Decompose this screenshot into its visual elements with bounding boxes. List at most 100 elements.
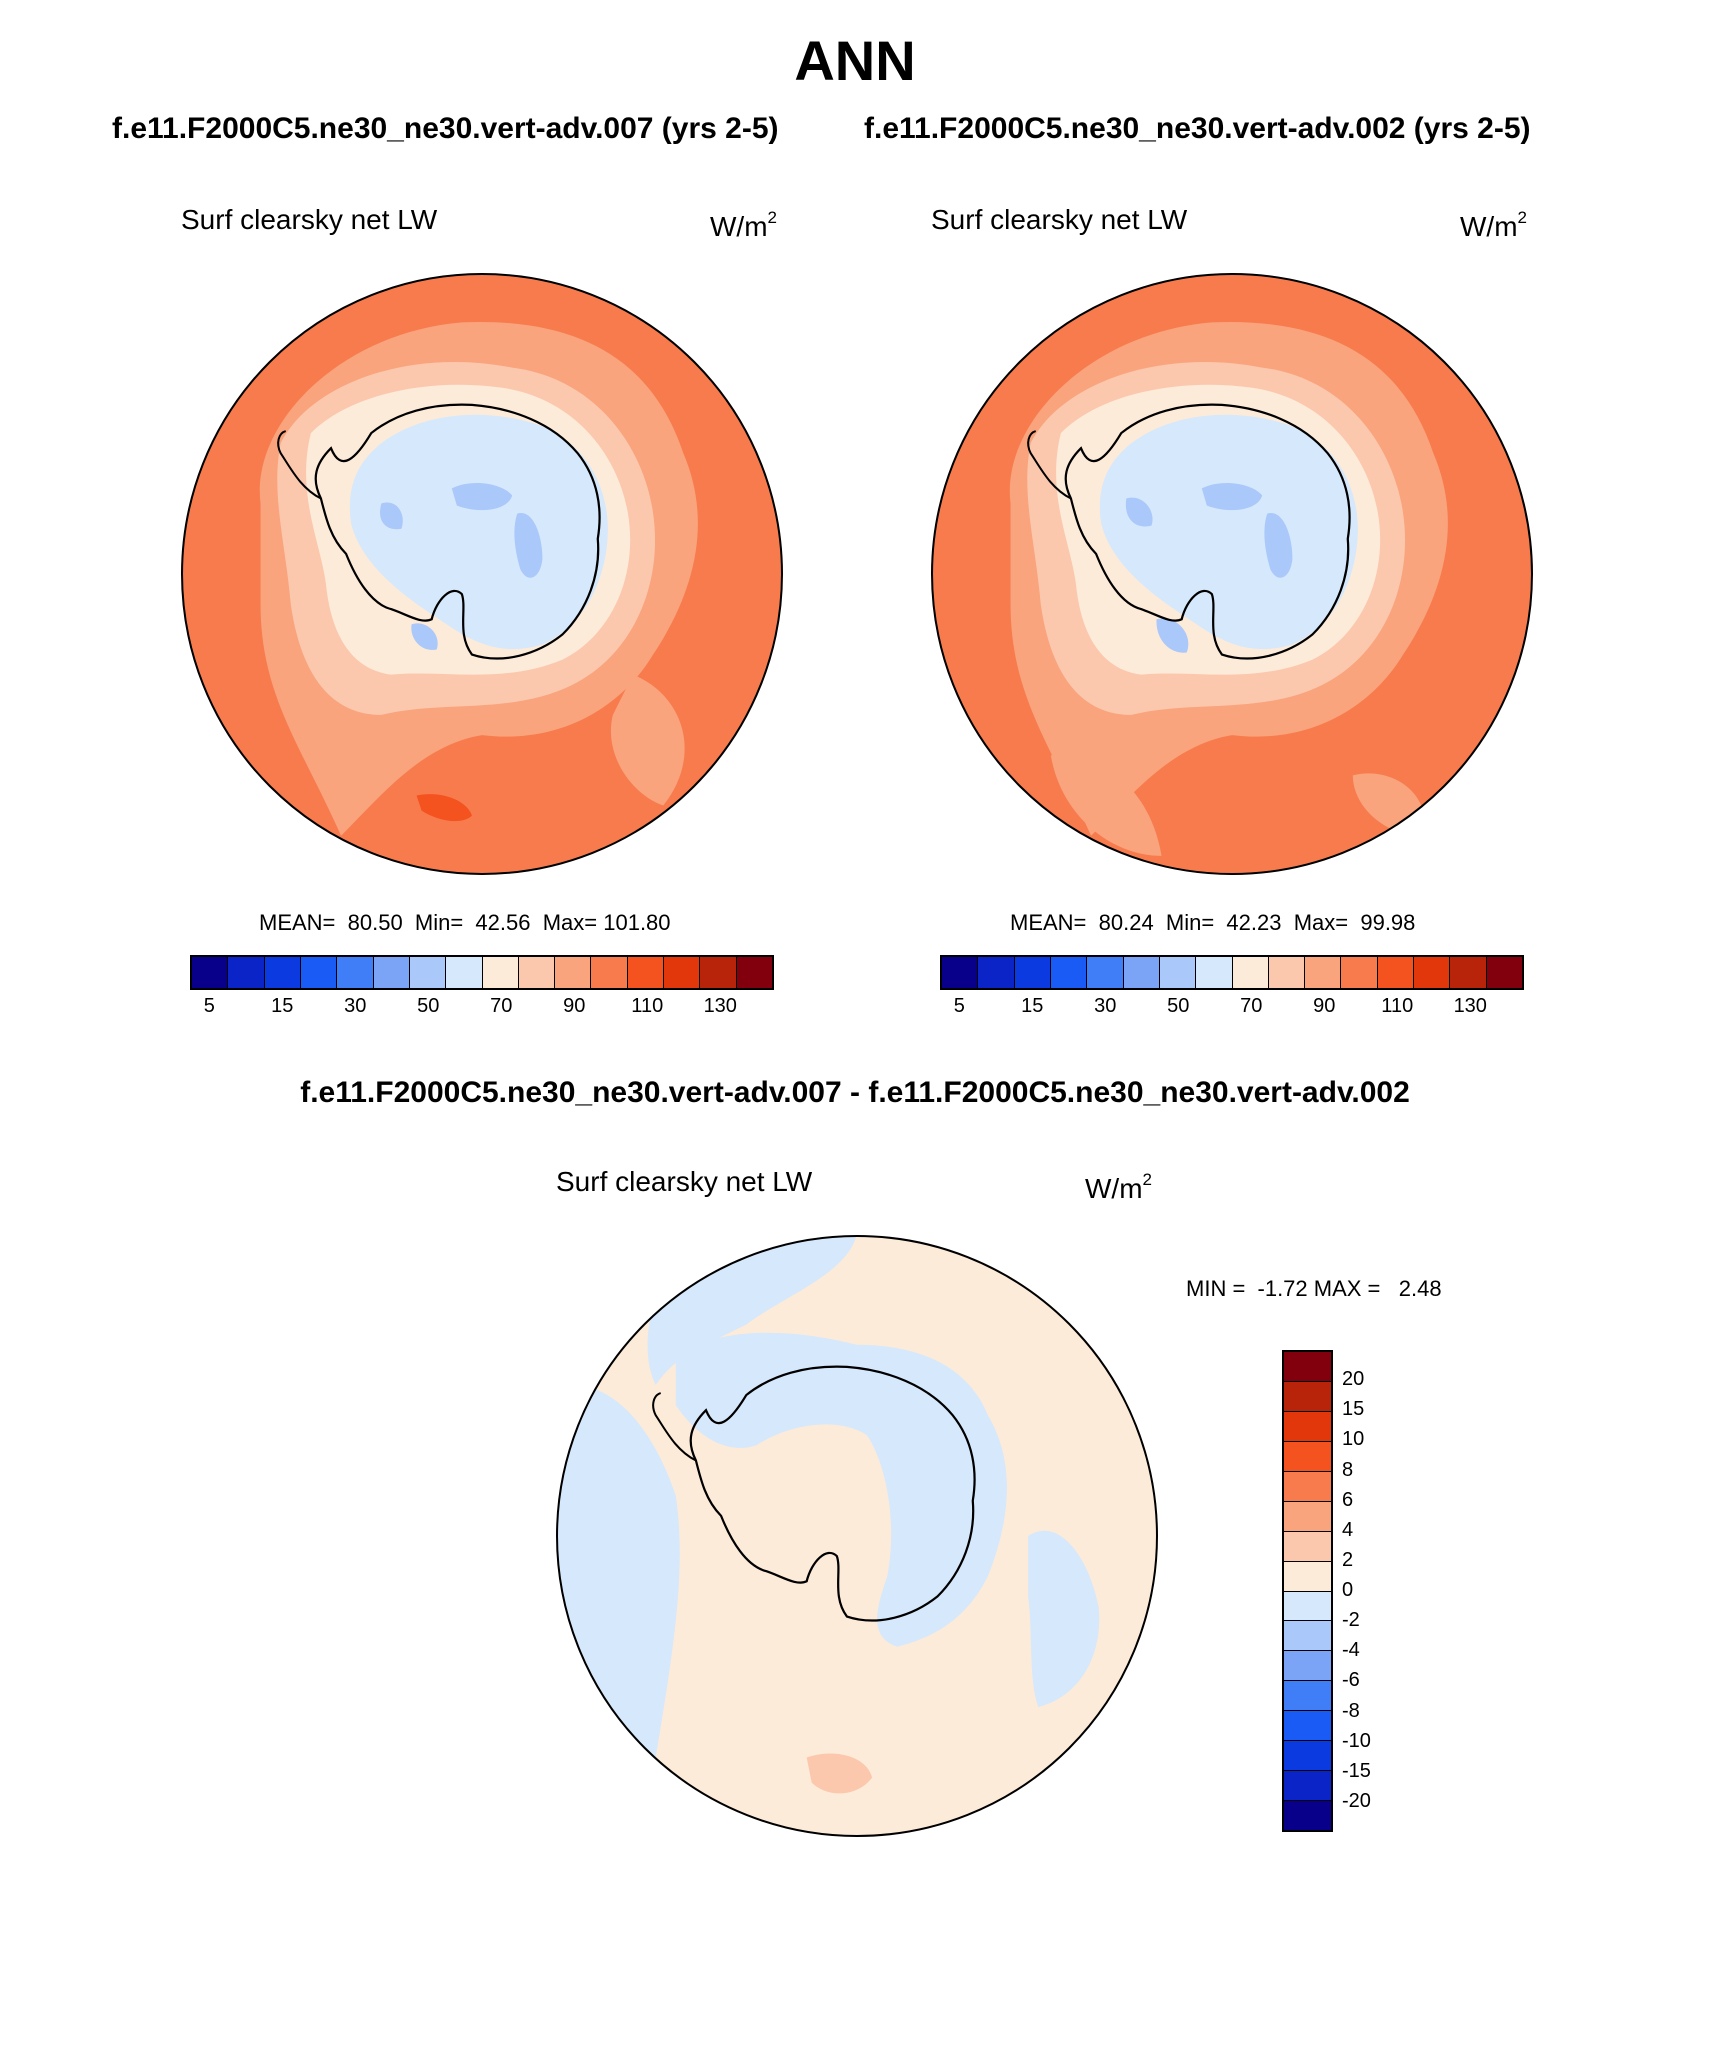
- colorbar-tick-label: -2: [1342, 1609, 1360, 1632]
- colorbar-swatch: [1284, 1650, 1331, 1681]
- colorbar-swatch: [1013, 957, 1050, 988]
- left-case-title: f.e11.F2000C5.ne30_ne30.vert-adv.007 (yr…: [112, 112, 779, 145]
- colorbar-swatch: [481, 957, 518, 988]
- difference-title: f.e11.F2000C5.ne30_ne30.vert-adv.007 - f…: [300, 1076, 1410, 1109]
- colorbar-tick-label: 90: [563, 995, 586, 1017]
- cold-core-2: [1264, 512, 1293, 578]
- cold-core-3: [1125, 497, 1153, 527]
- colorbar-swatch: [554, 957, 591, 988]
- colorbar-swatch: [1340, 957, 1377, 988]
- diff-colorbar: [1282, 1350, 1333, 1832]
- colorbar-swatch: [1195, 957, 1232, 988]
- peninsula-coastline: [652, 1392, 697, 1462]
- right-variable-label: Surf clearsky net LW: [931, 204, 1188, 235]
- colorbar-swatch: [192, 957, 228, 988]
- colorbar-swatch: [1284, 1440, 1331, 1471]
- colorbar-swatch: [372, 957, 409, 988]
- colorbar-swatch: [1449, 957, 1486, 988]
- colorbar-tick-label: 15: [1021, 995, 1044, 1017]
- cold-core-4: [411, 623, 438, 650]
- colorbar-swatch: [263, 957, 300, 988]
- colorbar-swatch: [942, 957, 978, 988]
- colorbar-swatch: [1284, 1800, 1331, 1830]
- peninsula-coastline: [1027, 430, 1072, 500]
- left-polar-map: [181, 273, 783, 875]
- colorbar-swatch: [445, 957, 482, 988]
- cold-core-1: [1201, 483, 1263, 511]
- colorbar-swatch: [663, 957, 700, 988]
- colorbar-tick-label: 5: [953, 995, 965, 1017]
- colorbar-swatch: [735, 957, 772, 988]
- colorbar-swatch: [336, 957, 373, 988]
- colorbar-tick-label: 70: [490, 995, 513, 1017]
- colorbar-swatch: [1284, 1620, 1331, 1651]
- colorbar-tick-label: 5: [203, 995, 215, 1017]
- colorbar-tick-label: -8: [1342, 1699, 1360, 1722]
- colorbar-tick-label: 110: [1381, 995, 1414, 1017]
- colorbar-swatch: [1231, 957, 1268, 988]
- colorbar-tick-label: 50: [1167, 995, 1190, 1017]
- antarctica-coastline: [314, 403, 601, 660]
- cold-core-2: [514, 512, 543, 578]
- colorbar-swatch: [1284, 1380, 1331, 1411]
- colorbar-swatch: [699, 957, 736, 988]
- colorbar-tick-label: 30: [1094, 995, 1117, 1017]
- left-units-label: W/m2: [710, 208, 777, 242]
- negative-anomaly-ring: [675, 1332, 1007, 1647]
- page-title: ANN: [794, 29, 916, 92]
- peninsula-coastline: [277, 430, 322, 500]
- diff-units-label: W/m2: [1085, 1170, 1152, 1204]
- right-polar-map: [931, 273, 1533, 875]
- colorbar-swatch: [1284, 1740, 1331, 1771]
- colorbar-swatch: [517, 957, 555, 988]
- colorbar-swatch: [1413, 957, 1450, 988]
- colorbar-tick-label: 130: [703, 995, 737, 1017]
- colorbar-tick-label: 90: [1313, 995, 1336, 1017]
- colorbar-swatch: [1376, 957, 1414, 988]
- colorbar-swatch: [1284, 1410, 1331, 1441]
- colorbar-swatch: [1304, 957, 1341, 988]
- colorbar-tick-label: 30: [344, 995, 367, 1017]
- colorbar-tick-label: -10: [1342, 1729, 1371, 1752]
- colorbar-swatch: [408, 957, 446, 988]
- ocean-mid-band-s: [1050, 755, 1162, 856]
- colorbar-tick-label: 15: [1342, 1398, 1365, 1421]
- colorbar-swatch: [1284, 1470, 1331, 1501]
- left-colorbar: [190, 955, 774, 990]
- colorbar-swatch: [1122, 957, 1159, 988]
- colorbar-swatch: [1158, 957, 1196, 988]
- cold-core-1: [451, 483, 513, 511]
- colorbar-swatch: [1284, 1560, 1331, 1591]
- plateau-region: [1099, 414, 1358, 650]
- colorbar-tick-label: 10: [1342, 1428, 1365, 1451]
- colorbar-tick-label: 0: [1342, 1579, 1354, 1601]
- colorbar-swatch: [626, 957, 664, 988]
- colorbar-swatch: [227, 957, 264, 988]
- colorbar-tick-label: 2: [1342, 1548, 1354, 1571]
- left-variable-label: Surf clearsky net LW: [181, 204, 438, 235]
- colorbar-swatch: [1049, 957, 1087, 988]
- left-stats: MEAN= 80.50 Min= 42.56 Max= 101.80: [259, 910, 671, 935]
- colorbar-tick-label: -4: [1342, 1639, 1360, 1662]
- colorbar-tick-label: 15: [271, 995, 294, 1017]
- colorbar-tick-label: 50: [417, 995, 440, 1017]
- colorbar-swatch: [1284, 1500, 1331, 1531]
- positive-anomaly-south: [806, 1753, 873, 1794]
- colorbar-tick-label: -15: [1342, 1759, 1371, 1782]
- colorbar-swatch: [1284, 1352, 1331, 1381]
- diff-stats: MIN = -1.72 MAX = 2.48: [1186, 1276, 1442, 1301]
- colorbar-swatch: [299, 957, 337, 988]
- antarctica-coastline: [689, 1365, 976, 1622]
- colorbar-swatch: [1267, 957, 1305, 988]
- cold-core-4: [1156, 618, 1189, 653]
- hot-patch: [416, 794, 472, 822]
- colorbar-swatch: [590, 957, 627, 988]
- left-colorbar-ticks: 5 15 30 50 70 90 110 130: [190, 995, 774, 1021]
- colorbar-swatch: [1485, 957, 1522, 988]
- colorbar-tick-label: -6: [1342, 1669, 1360, 1692]
- colorbar-swatch: [1284, 1710, 1331, 1741]
- diff-colorbar-ticks: 20 15 10 8 6 4 2 0 -2 -4 -6 -8 -10 -15 -20: [1342, 1350, 1422, 1832]
- colorbar-tick-label: 8: [1342, 1458, 1354, 1481]
- colorbar-tick-label: 70: [1240, 995, 1263, 1017]
- colorbar-tick-label: 130: [1453, 995, 1487, 1017]
